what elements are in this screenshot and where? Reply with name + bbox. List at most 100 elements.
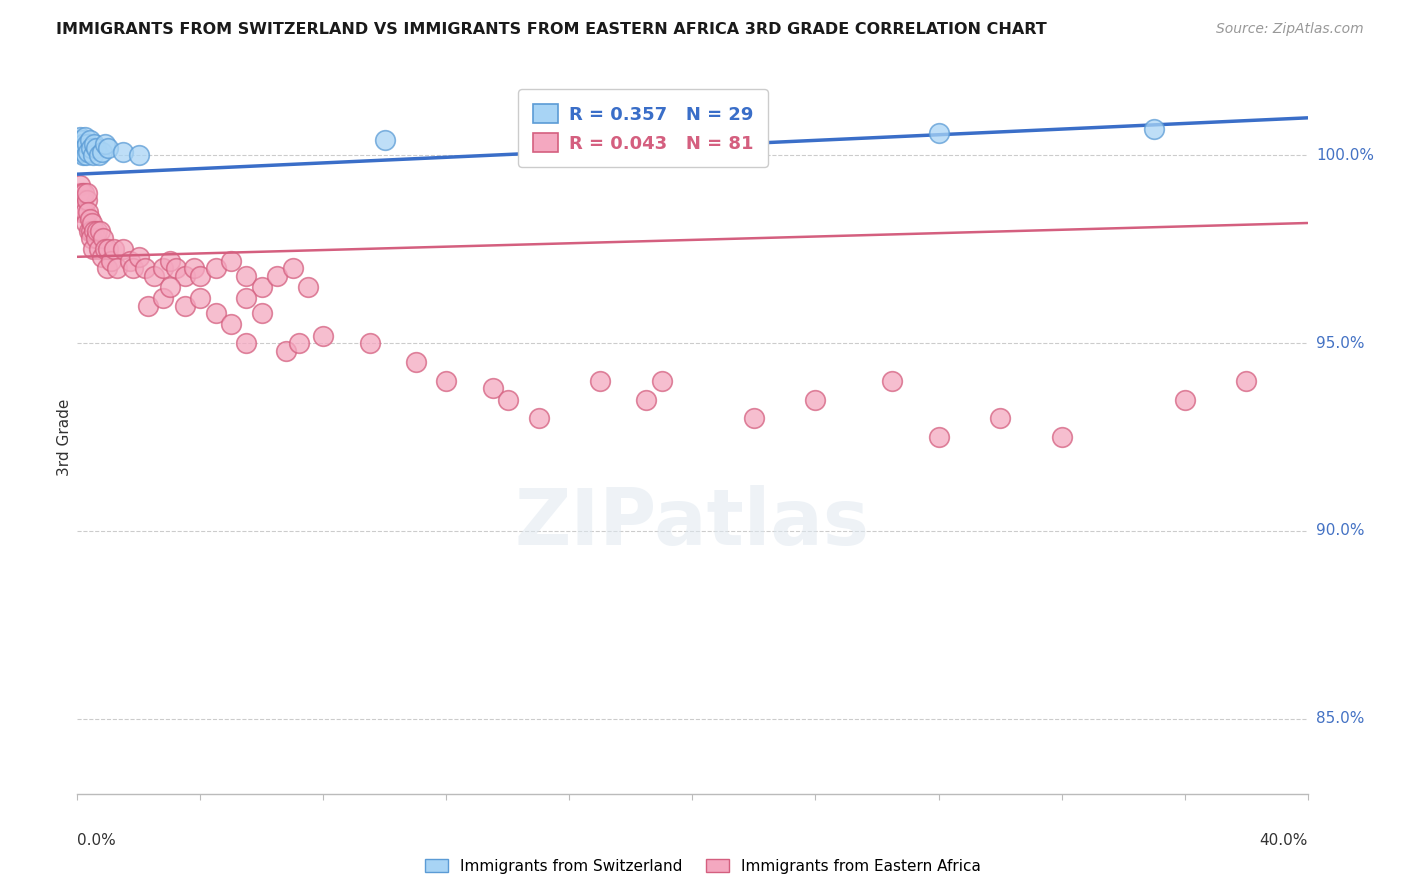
- Point: [235, 336, 257, 351]
- Point: [69, 204, 91, 219]
- Point: [112, 145, 135, 159]
- Point: [70, 141, 93, 155]
- Point: [90, 250, 114, 264]
- Point: [73, 145, 96, 159]
- Point: [134, 261, 156, 276]
- Point: [128, 148, 150, 162]
- Text: 0.0%: 0.0%: [77, 833, 117, 848]
- Point: [219, 318, 242, 332]
- Point: [174, 268, 197, 283]
- Point: [128, 250, 150, 264]
- Point: [496, 392, 519, 407]
- Point: [1174, 392, 1197, 407]
- Point: [105, 261, 128, 276]
- Point: [742, 129, 765, 144]
- Text: Source: ZipAtlas.com: Source: ZipAtlas.com: [1216, 22, 1364, 37]
- Point: [90, 145, 114, 159]
- Point: [77, 145, 100, 159]
- Point: [121, 261, 143, 276]
- Point: [79, 212, 101, 227]
- Point: [75, 216, 97, 230]
- Point: [87, 242, 110, 256]
- Text: ZIPatlas: ZIPatlas: [515, 484, 870, 561]
- Point: [152, 261, 174, 276]
- Point: [67, 141, 90, 155]
- Point: [1143, 122, 1166, 136]
- Point: [928, 430, 950, 444]
- Point: [928, 126, 950, 140]
- Point: [651, 374, 673, 388]
- Point: [204, 306, 226, 320]
- Point: [204, 261, 226, 276]
- Point: [77, 223, 100, 237]
- Point: [96, 261, 118, 276]
- Y-axis label: 3rd Grade: 3rd Grade: [56, 399, 72, 475]
- Point: [83, 137, 105, 152]
- Point: [188, 291, 212, 305]
- Point: [69, 129, 91, 144]
- Text: 100.0%: 100.0%: [1316, 148, 1374, 163]
- Point: [143, 268, 166, 283]
- Point: [527, 411, 550, 425]
- Point: [188, 268, 212, 283]
- Point: [250, 280, 273, 294]
- Point: [84, 231, 107, 245]
- Point: [374, 133, 396, 147]
- Point: [436, 374, 458, 388]
- Point: [84, 141, 107, 155]
- Point: [75, 148, 97, 162]
- Point: [72, 204, 94, 219]
- Point: [165, 261, 187, 276]
- Point: [79, 223, 101, 237]
- Point: [82, 148, 104, 162]
- Point: [72, 194, 94, 208]
- Point: [742, 411, 765, 425]
- Point: [112, 242, 135, 256]
- Point: [76, 137, 98, 152]
- Point: [281, 261, 304, 276]
- Point: [297, 280, 319, 294]
- Point: [882, 374, 904, 388]
- Point: [70, 145, 93, 159]
- Text: 40.0%: 40.0%: [1260, 833, 1308, 848]
- Point: [70, 186, 93, 200]
- Point: [94, 137, 117, 152]
- Point: [97, 242, 120, 256]
- Point: [89, 223, 111, 237]
- Point: [79, 133, 101, 147]
- Point: [159, 280, 181, 294]
- Point: [250, 306, 273, 320]
- Point: [73, 204, 96, 219]
- Point: [219, 253, 242, 268]
- Point: [312, 328, 335, 343]
- Point: [100, 253, 122, 268]
- Point: [266, 268, 288, 283]
- Point: [405, 355, 427, 369]
- Point: [276, 343, 298, 358]
- Point: [97, 141, 120, 155]
- Text: IMMIGRANTS FROM SWITZERLAND VS IMMIGRANTS FROM EASTERN AFRICA 3RD GRADE CORRELAT: IMMIGRANTS FROM SWITZERLAND VS IMMIGRANT…: [56, 22, 1047, 37]
- Text: 85.0%: 85.0%: [1316, 711, 1364, 726]
- Point: [1234, 374, 1257, 388]
- Point: [136, 299, 159, 313]
- Point: [174, 299, 197, 313]
- Point: [80, 141, 103, 155]
- Point: [73, 186, 96, 200]
- Point: [76, 194, 98, 208]
- Point: [103, 242, 125, 256]
- Point: [86, 223, 108, 237]
- Point: [988, 411, 1011, 425]
- Point: [93, 231, 115, 245]
- Point: [70, 194, 93, 208]
- Point: [152, 291, 174, 305]
- Point: [159, 253, 181, 268]
- Point: [94, 242, 117, 256]
- Point: [77, 204, 100, 219]
- Point: [72, 137, 94, 152]
- Point: [82, 242, 104, 256]
- Point: [118, 253, 141, 268]
- Point: [82, 216, 104, 230]
- Point: [75, 141, 97, 155]
- Point: [83, 223, 105, 237]
- Point: [87, 148, 110, 162]
